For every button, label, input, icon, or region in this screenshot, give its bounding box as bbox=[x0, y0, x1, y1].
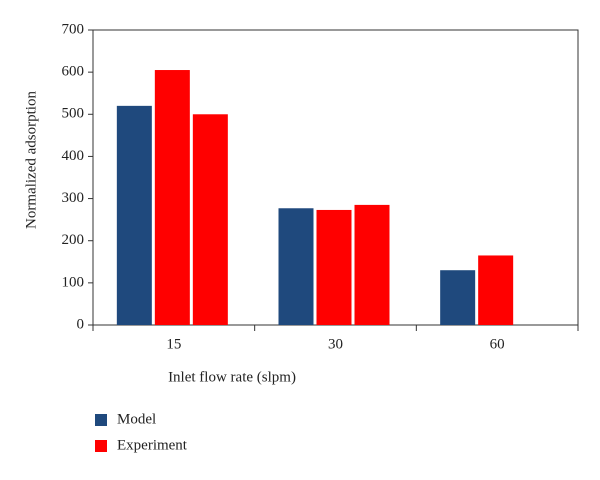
bar bbox=[478, 255, 514, 325]
y-axis-label: Normalized adsorption bbox=[23, 91, 39, 229]
x-tick-label: 15 bbox=[166, 336, 181, 352]
y-tick-label: 100 bbox=[62, 274, 85, 290]
y-tick-label: 0 bbox=[77, 316, 85, 332]
legend-swatch bbox=[95, 414, 107, 426]
y-tick-label: 200 bbox=[62, 232, 85, 248]
y-tick-label: 400 bbox=[62, 148, 85, 164]
y-tick-label: 500 bbox=[62, 106, 85, 122]
bar bbox=[354, 204, 390, 325]
bar bbox=[116, 105, 152, 325]
y-tick-label: 300 bbox=[62, 190, 85, 206]
bar bbox=[154, 70, 190, 326]
legend-label: Model bbox=[117, 411, 156, 427]
bar bbox=[278, 208, 314, 325]
y-tick-label: 600 bbox=[62, 64, 85, 80]
x-axis-label: Inlet flow rate (slpm) bbox=[168, 369, 296, 385]
y-tick-label: 700 bbox=[62, 21, 85, 37]
legend-swatch bbox=[95, 440, 107, 452]
x-tick-label: 60 bbox=[490, 336, 505, 352]
bar bbox=[316, 209, 352, 325]
bar bbox=[192, 114, 228, 326]
x-tick-label: 30 bbox=[328, 336, 343, 352]
bar bbox=[440, 270, 476, 325]
legend-label: Experiment bbox=[117, 437, 188, 453]
